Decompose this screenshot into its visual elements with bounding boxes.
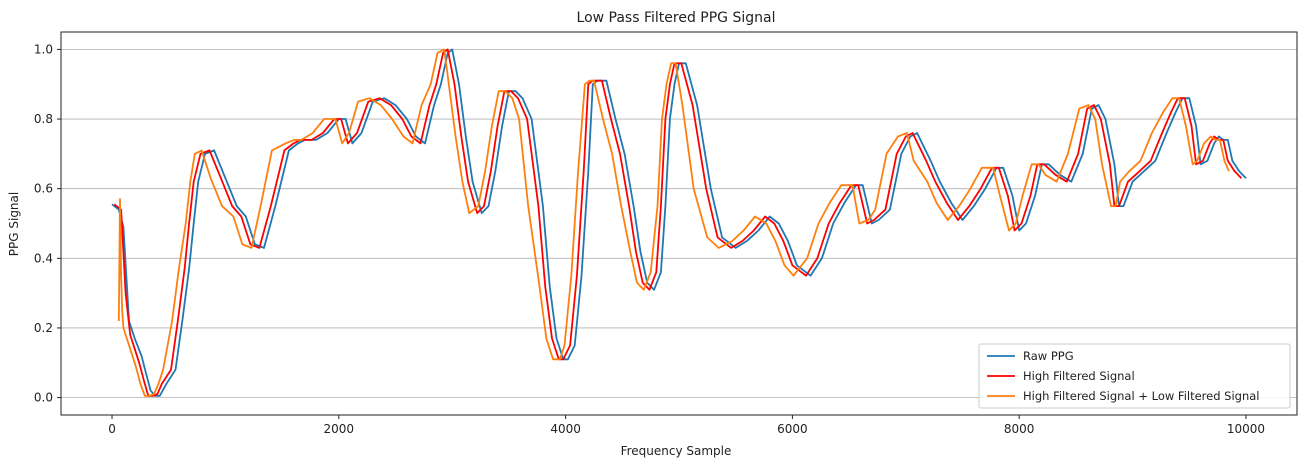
y-axis-ticks: 0.0 0.2 0.4 0.6 0.8 1.0 bbox=[34, 42, 61, 405]
legend-label: High Filtered Signal + Low Filtered Sign… bbox=[1023, 389, 1260, 403]
chart-title: Low Pass Filtered PPG Signal bbox=[577, 10, 776, 26]
y-tick-label: 0.6 bbox=[34, 182, 53, 196]
series-line-1 bbox=[113, 48, 1243, 397]
y-tick-label: 0.2 bbox=[34, 321, 53, 335]
series-line-2 bbox=[117, 48, 1230, 397]
series-lines bbox=[111, 48, 1247, 397]
legend-label: High Filtered Signal bbox=[1023, 369, 1135, 383]
x-tick-label: 8000 bbox=[1004, 422, 1035, 436]
y-tick-label: 0.4 bbox=[34, 251, 53, 265]
legend-label: Raw PPG bbox=[1023, 349, 1074, 363]
legend: Raw PPG High Filtered Signal High Filtered… bbox=[978, 343, 1291, 409]
y-tick-label: 1.0 bbox=[34, 42, 53, 56]
x-tick-label: 10000 bbox=[1227, 422, 1265, 436]
y-tick-label: 0.0 bbox=[34, 391, 53, 405]
x-tick-label: 4000 bbox=[550, 422, 581, 436]
y-tick-label: 0.8 bbox=[34, 112, 53, 126]
plot-area-frame bbox=[60, 31, 1298, 416]
legend-box bbox=[978, 343, 1291, 409]
x-axis-label: Frequency Sample bbox=[621, 444, 732, 458]
x-tick-label: 0 bbox=[108, 422, 116, 436]
x-tick-label: 6000 bbox=[777, 422, 808, 436]
x-axis-ticks: 0 2000 4000 6000 8000 10000 bbox=[108, 415, 1265, 436]
x-tick-label: 2000 bbox=[324, 422, 355, 436]
y-axis-label: PPG Signal bbox=[7, 192, 21, 256]
